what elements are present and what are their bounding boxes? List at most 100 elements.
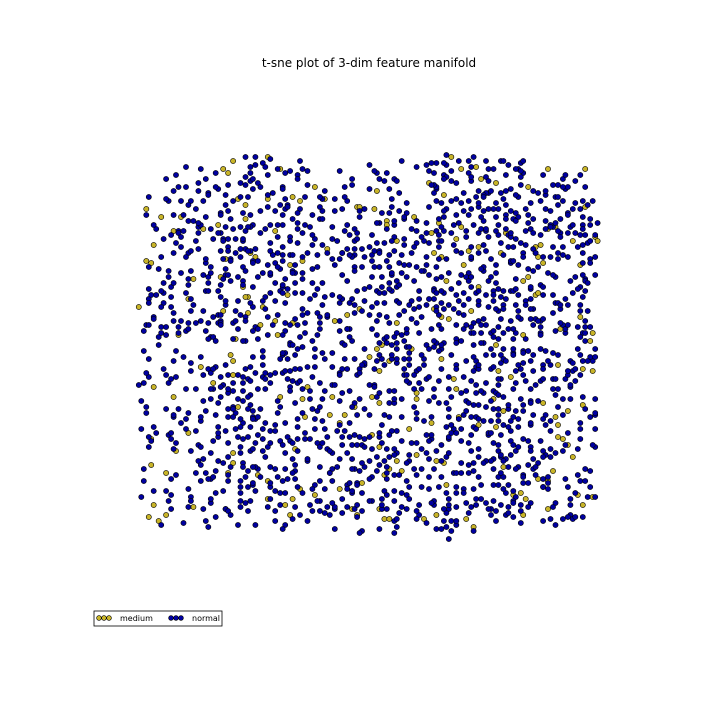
point-normal-429	[140, 380, 147, 386]
point-normal-483	[411, 278, 417, 284]
point-normal-1279	[230, 406, 236, 412]
point-normal-1085	[520, 360, 527, 366]
point-normal-1564	[532, 464, 539, 470]
point-normal-1131	[257, 230, 264, 236]
point-medium-109	[225, 170, 231, 176]
point-normal-711	[145, 356, 152, 362]
point-medium-153	[284, 292, 291, 298]
point-normal-497	[403, 274, 410, 280]
point-normal-543	[426, 474, 432, 480]
point-normal-69	[550, 350, 556, 356]
point-normal-1125	[294, 176, 301, 182]
point-normal-208	[178, 318, 184, 324]
point-normal-1563	[510, 514, 517, 520]
point-normal-1318	[480, 242, 487, 248]
point-normal-1586	[299, 306, 306, 312]
point-normal-1347	[200, 398, 207, 404]
point-normal-1421	[465, 462, 472, 468]
point-normal-1244	[240, 236, 246, 242]
point-normal-521	[163, 176, 169, 182]
point-normal-917	[302, 330, 308, 336]
point-normal-1685	[520, 480, 527, 486]
point-medium-67	[428, 230, 435, 236]
point-normal-1713	[592, 410, 599, 416]
point-normal-701	[235, 274, 241, 280]
point-normal-803	[319, 242, 326, 248]
point-normal-943	[515, 314, 522, 320]
point-normal-1269	[279, 186, 286, 192]
point-normal-132	[341, 228, 348, 234]
point-normal-340	[579, 242, 586, 248]
point-normal-214	[143, 410, 150, 416]
point-normal-1617	[187, 360, 194, 366]
point-normal-407	[532, 472, 539, 478]
point-medium-33	[582, 166, 589, 172]
point-normal-373	[426, 168, 432, 174]
point-normal-1642	[552, 376, 559, 382]
point-normal-1339	[527, 284, 534, 290]
point-normal-667	[225, 208, 231, 214]
point-normal-858	[165, 498, 172, 504]
point-normal-919	[485, 206, 492, 212]
point-normal-1324	[453, 340, 460, 346]
point-normal-768	[279, 252, 286, 258]
point-normal-1547	[197, 478, 204, 484]
point-normal-1674	[359, 508, 365, 514]
point-normal-1755	[329, 364, 336, 370]
point-normal-1531	[579, 226, 586, 232]
point-normal-241	[331, 262, 338, 268]
point-normal-852	[453, 484, 460, 490]
point-normal-886	[577, 372, 584, 378]
point-normal-687	[217, 384, 224, 390]
point-medium-96	[373, 346, 380, 352]
point-normal-1463	[423, 162, 430, 168]
point-normal-1182	[378, 496, 385, 502]
point-normal-1329	[366, 476, 373, 482]
point-normal-46	[366, 284, 373, 290]
point-normal-1665	[297, 158, 303, 164]
point-normal-1072	[254, 326, 261, 332]
point-normal-728	[158, 288, 165, 294]
point-normal-726	[470, 528, 477, 534]
point-normal-1589	[527, 306, 534, 312]
point-normal-976	[242, 500, 249, 506]
point-normal-307	[458, 426, 465, 432]
point-normal-1079	[510, 442, 517, 448]
point-normal-1680	[249, 260, 256, 266]
point-normal-1094	[197, 444, 204, 450]
point-normal-205	[435, 216, 442, 222]
point-normal-755	[227, 258, 234, 264]
point-normal-398	[339, 434, 346, 440]
point-normal-1615	[490, 292, 497, 298]
legend: medium normal	[93, 610, 223, 627]
point-normal-1414	[540, 376, 546, 382]
point-normal-1053	[497, 502, 504, 508]
point-medium-122	[589, 330, 596, 336]
point-normal-1158	[235, 298, 241, 304]
point-normal-425	[220, 256, 227, 262]
point-normal-62	[485, 234, 492, 240]
point-normal-1552	[197, 318, 204, 324]
point-normal-1197	[237, 224, 244, 230]
point-normal-492	[450, 242, 457, 248]
point-normal-575	[540, 284, 546, 290]
point-medium-105	[289, 496, 296, 502]
point-normal-912	[475, 446, 482, 452]
point-normal-1369	[192, 320, 199, 326]
point-normal-1105	[527, 358, 534, 364]
point-normal-1344	[386, 414, 393, 420]
point-normal-1283	[321, 388, 328, 394]
point-normal-1195	[168, 232, 174, 238]
point-normal-809	[225, 472, 231, 478]
point-normal-878	[274, 222, 281, 228]
point-normal-1707	[550, 504, 556, 510]
point-normal-782	[297, 334, 303, 340]
point-normal-270	[475, 474, 482, 480]
point-normal-843	[515, 262, 522, 268]
point-normal-272	[185, 320, 192, 326]
point-normal-1304	[470, 330, 477, 336]
point-normal-1668	[592, 272, 599, 278]
point-normal-748	[187, 248, 194, 254]
point-normal-708	[304, 182, 311, 188]
